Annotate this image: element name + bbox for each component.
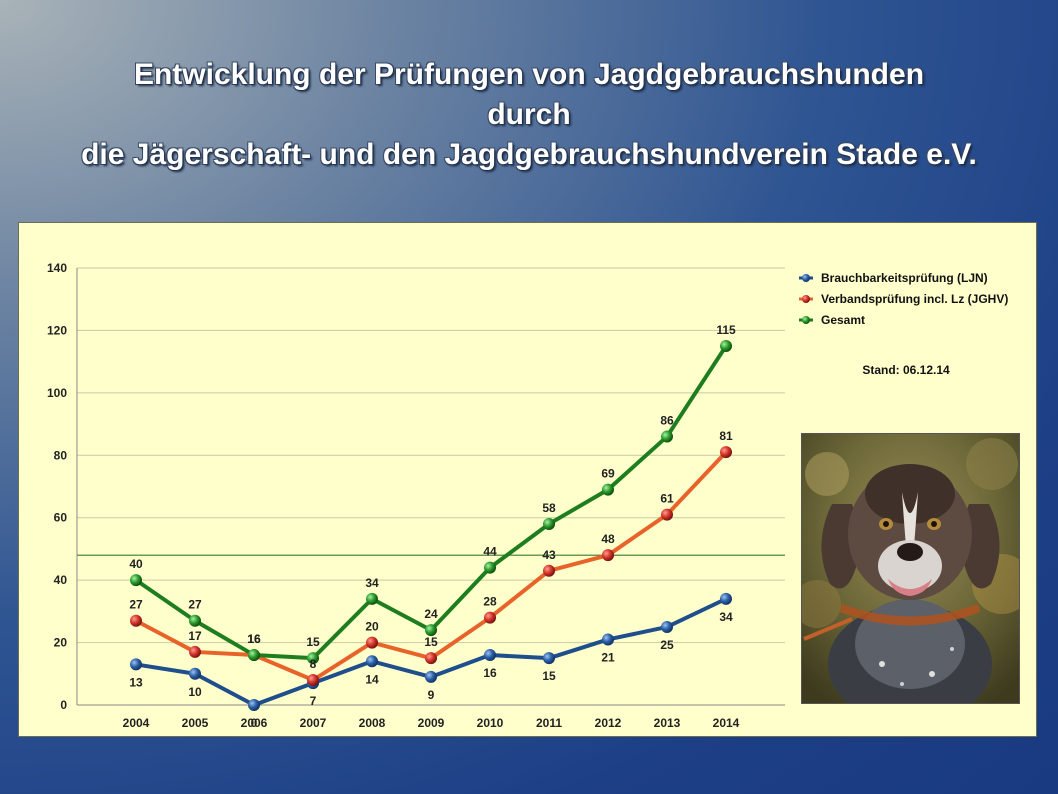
y-tick-label: 40 — [54, 573, 68, 587]
data-point — [661, 430, 673, 443]
x-tick-label: 2009 — [418, 716, 445, 730]
data-label: 7 — [310, 694, 317, 708]
data-label: 17 — [188, 629, 202, 643]
data-label: 16 — [247, 632, 261, 646]
stand-date: Stand: 06.12.14 — [862, 363, 950, 377]
y-tick-label: 0 — [60, 698, 67, 712]
legend-label: Brauchbarkeitsprüfung (LJN) — [821, 271, 988, 285]
y-tick-label: 60 — [54, 511, 68, 525]
x-tick-label: 2014 — [713, 716, 740, 730]
data-point — [248, 649, 260, 662]
data-label: 16 — [483, 666, 497, 680]
data-point — [307, 652, 319, 665]
data-label: 15 — [542, 669, 556, 683]
data-label: 15 — [306, 635, 320, 649]
data-point — [602, 549, 614, 562]
title-line-2: durch — [487, 98, 571, 131]
data-point — [661, 620, 673, 633]
data-label: 40 — [129, 557, 143, 571]
data-label: 27 — [129, 598, 143, 612]
x-tick-label: 2011 — [536, 716, 562, 730]
data-point — [543, 652, 555, 665]
y-tick-label: 140 — [47, 261, 67, 275]
data-label: 14 — [365, 672, 379, 686]
data-label: 16 — [247, 632, 261, 646]
data-point — [130, 574, 142, 587]
x-tick-label: 2012 — [595, 716, 622, 730]
data-label: 69 — [601, 467, 615, 481]
data-label: 10 — [188, 685, 202, 699]
chart-panel: 0 20 40 60 80 100 120 140 2004 2005 2006 2007 2008 20… — [18, 222, 1037, 737]
data-point — [189, 645, 201, 658]
data-point — [484, 611, 496, 624]
data-point — [130, 658, 142, 671]
data-label: 24 — [424, 607, 438, 621]
legend-marker — [802, 316, 810, 324]
legend: Brauchbarkeitsprüfung (LJN) Verbandsprüfu… — [799, 271, 1008, 327]
data-label: 21 — [601, 650, 615, 664]
data-label: 81 — [719, 429, 733, 443]
data-label: 48 — [601, 532, 615, 546]
data-label: 13 — [129, 675, 143, 689]
legend-label: Verbandsprüfung incl. Lz (JGHV) — [821, 292, 1008, 306]
x-tick-label: 2004 — [123, 716, 150, 730]
x-tick-label: 2008 — [359, 716, 386, 730]
y-tick-label: 100 — [47, 386, 67, 400]
data-point — [189, 614, 201, 627]
legend-label: Gesamt — [821, 313, 865, 327]
data-label: 34 — [365, 576, 379, 590]
title-line-3: die Jägerschaft- und den Jagdgebrauchshu… — [81, 138, 977, 171]
data-label: 61 — [660, 492, 674, 506]
data-point — [425, 624, 437, 637]
data-point — [720, 592, 732, 605]
data-label: 0 — [251, 716, 258, 730]
y-tick-label: 20 — [54, 636, 68, 650]
data-point — [602, 483, 614, 496]
data-point — [425, 670, 437, 683]
data-point — [602, 633, 614, 646]
data-label: 9 — [428, 688, 435, 702]
data-point — [543, 564, 555, 577]
data-point — [130, 614, 142, 627]
data-point — [189, 667, 201, 680]
data-point — [366, 592, 378, 605]
data-point — [248, 699, 260, 711]
data-label: 34 — [719, 610, 733, 624]
data-label: 8 — [310, 657, 317, 671]
data-label: 25 — [660, 638, 674, 652]
data-point — [661, 508, 673, 521]
data-point — [366, 655, 378, 668]
y-tick-label: 120 — [47, 323, 67, 337]
data-label: 28 — [483, 595, 497, 609]
data-point — [307, 674, 319, 687]
y-tick-label: 80 — [54, 448, 68, 462]
data-label: 20 — [365, 620, 379, 634]
dog-photo — [801, 433, 1020, 704]
x-tick-label: 2013 — [654, 716, 681, 730]
data-point — [720, 340, 732, 353]
legend-marker — [802, 295, 810, 303]
x-tick-label: 2007 — [300, 716, 327, 730]
data-point — [720, 446, 732, 459]
page-title: Entwicklung der Prüfungen von Jagdgebrau… — [0, 55, 1058, 175]
legend-marker — [802, 274, 810, 282]
data-label: 115 — [716, 323, 736, 337]
data-label: 58 — [542, 501, 556, 515]
data-point — [425, 652, 437, 665]
data-label: 27 — [188, 598, 202, 612]
x-tick-label: 2006 — [241, 716, 268, 730]
data-label: 86 — [660, 414, 674, 428]
data-point — [366, 636, 378, 649]
x-tick-label: 2005 — [182, 716, 209, 730]
data-point — [484, 561, 496, 574]
title-line-1: Entwicklung der Prüfungen von Jagdgebrau… — [133, 58, 925, 91]
data-point — [484, 649, 496, 662]
data-point — [543, 517, 555, 530]
data-label: 43 — [542, 548, 556, 562]
data-label: 44 — [483, 545, 497, 559]
data-label: 15 — [424, 635, 438, 649]
x-tick-label: 2010 — [477, 716, 504, 730]
